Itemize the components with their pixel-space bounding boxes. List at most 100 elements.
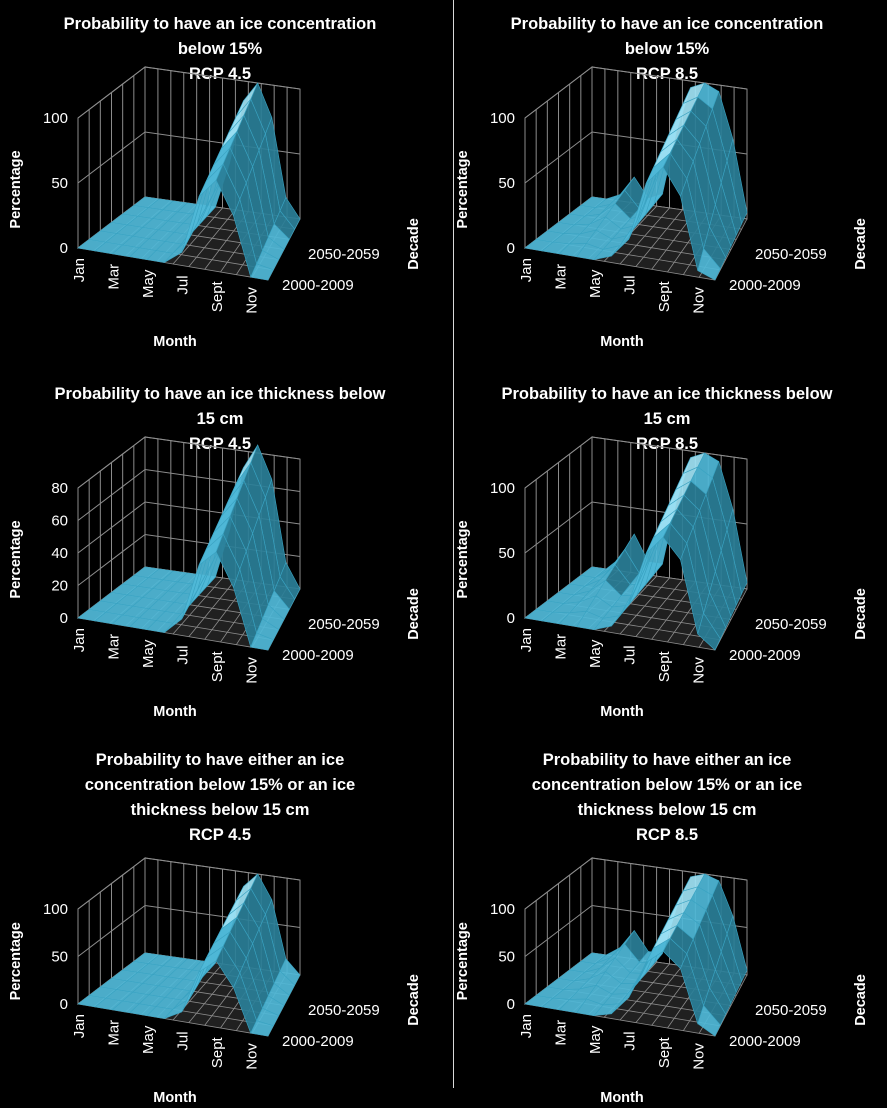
x-tick-label: May bbox=[140, 1025, 157, 1054]
surface-patch bbox=[250, 263, 274, 281]
z-tick-label: 2050-2059 bbox=[308, 1002, 380, 1019]
y-tick-label: 50 bbox=[498, 175, 515, 192]
z-tick-label: 2000-2009 bbox=[282, 277, 354, 294]
x-tick-label: Mar bbox=[106, 1020, 123, 1046]
surface-patch bbox=[697, 1005, 721, 1037]
x-tick-label: Mar bbox=[553, 264, 570, 290]
x-tick-label: Sept bbox=[209, 650, 226, 682]
z-tick-label: 2000-2009 bbox=[282, 1033, 354, 1050]
x-tick-label: Nov bbox=[244, 1043, 261, 1070]
x-tick-label: Jan bbox=[71, 1014, 88, 1038]
y-tick-label: 50 bbox=[498, 949, 515, 966]
y-tick-label: 50 bbox=[498, 545, 515, 562]
surface-patch bbox=[697, 612, 721, 651]
surface-chart: 0 50 100 Jan Mar May Jul Sept Nov 2050-2059 2000-2… bbox=[455, 65, 869, 350]
x-tick-label: Jan bbox=[71, 628, 88, 652]
surface bbox=[524, 873, 748, 1037]
x-tick-label: Jan bbox=[71, 258, 88, 282]
z-tick-label: 2000-2009 bbox=[282, 647, 354, 664]
chart-title-line: concentration below 15% or an ice bbox=[531, 776, 803, 794]
chart-title: Probability to have an ice concentration… bbox=[447, 12, 887, 87]
y-tick-label: 100 bbox=[490, 110, 515, 127]
chart-title: Probability to have either an ice concent… bbox=[0, 748, 440, 848]
x-tick-label: Mar bbox=[553, 1020, 570, 1046]
chart-title-line: RCP 8.5 bbox=[635, 826, 699, 844]
z-tick-label: 2000-2009 bbox=[729, 647, 801, 664]
x-tick-label: Nov bbox=[691, 1043, 708, 1070]
chart-title-line: Probability to have either an ice bbox=[542, 751, 792, 769]
chart-title-line: RCP 4.5 bbox=[188, 435, 252, 453]
x-axis-label: Month bbox=[600, 704, 643, 720]
horizontal-gridline bbox=[77, 436, 301, 489]
y-axis-label: Percentage bbox=[8, 922, 24, 1000]
x-tick-label: Jul bbox=[622, 1031, 639, 1050]
chart-title-line: thickness below 15 cm bbox=[130, 801, 310, 819]
y-axis-label: Percentage bbox=[8, 150, 24, 228]
z-tick-label: 2050-2059 bbox=[755, 1002, 827, 1019]
surface-chart: 0 50 100 Jan Mar May Jul Sept Nov 2050-2059 2000-2… bbox=[455, 435, 869, 720]
chart-title: Probability to have an ice thickness bel… bbox=[447, 382, 887, 457]
z-tick-label: 2050-2059 bbox=[308, 616, 380, 633]
surface-chart: 0 50 100 Jan Mar May Jul Sept Nov 2050-2059 2000-2… bbox=[8, 65, 422, 350]
x-tick-label: Sept bbox=[209, 1036, 226, 1068]
x-axis-label: Month bbox=[600, 334, 643, 350]
surface-chart: 0 50 100 Jan Mar May Jul Sept Nov 2050-2059 2000-2… bbox=[455, 856, 869, 1106]
chart-title-line: RCP 4.5 bbox=[188, 826, 252, 844]
z-axis-label: Decade bbox=[853, 218, 869, 270]
x-tick-label: Jan bbox=[518, 1014, 535, 1038]
x-axis-label: Month bbox=[600, 1090, 643, 1106]
chart-title-line: 15 cm bbox=[196, 410, 244, 428]
y-tick-label: 60 bbox=[51, 513, 68, 530]
x-tick-label: Sept bbox=[209, 280, 226, 312]
x-tick-label: Nov bbox=[691, 657, 708, 684]
y-tick-label: 80 bbox=[51, 480, 68, 497]
y-axis-label: Percentage bbox=[455, 520, 471, 598]
y-tick-label: 50 bbox=[51, 175, 68, 192]
horizontal-gridline bbox=[524, 857, 748, 910]
chart-panel: Probability to have an ice thickness bel… bbox=[447, 382, 887, 742]
surface-chart: 0 20 40 60 80 Jan Mar May Jul Sept Nov 2050-2059 200… bbox=[8, 435, 422, 720]
chart-panel: Probability to have an ice concentration… bbox=[0, 12, 440, 372]
chart-title: Probability to have either an ice concent… bbox=[447, 748, 887, 848]
x-tick-label: Mar bbox=[553, 634, 570, 660]
chart-title-line: RCP 8.5 bbox=[635, 65, 699, 83]
x-tick-label: Jan bbox=[518, 258, 535, 282]
y-tick-label: 0 bbox=[60, 996, 68, 1013]
z-tick-label: 2050-2059 bbox=[308, 246, 380, 263]
y-tick-label: 100 bbox=[490, 480, 515, 497]
y-tick-label: 100 bbox=[43, 110, 68, 127]
chart-title-line: RCP 4.5 bbox=[188, 65, 252, 83]
surface bbox=[77, 873, 301, 1037]
x-axis-label: Month bbox=[153, 1090, 196, 1106]
x-tick-label: Sept bbox=[656, 650, 673, 682]
y-axis-label: Percentage bbox=[8, 520, 24, 598]
chart-title-line: thickness below 15 cm bbox=[577, 801, 757, 819]
x-tick-label: Jan bbox=[518, 628, 535, 652]
z-axis-label: Decade bbox=[406, 588, 422, 640]
horizontal-gridline bbox=[524, 66, 748, 119]
y-tick-label: 0 bbox=[60, 610, 68, 627]
chart-title-line: Probability to have an ice thickness bel… bbox=[54, 385, 386, 403]
chart-title-line: below 15% bbox=[624, 40, 710, 58]
z-axis-label: Decade bbox=[406, 218, 422, 270]
y-tick-label: 20 bbox=[51, 578, 68, 595]
z-axis-label: Decade bbox=[853, 588, 869, 640]
surface-patch bbox=[697, 248, 721, 281]
x-tick-label: May bbox=[587, 269, 604, 298]
x-tick-label: Nov bbox=[691, 287, 708, 314]
y-tick-label: 100 bbox=[43, 901, 68, 918]
x-tick-label: May bbox=[587, 639, 604, 668]
chart-panel: Probability to have either an ice concent… bbox=[0, 748, 440, 1108]
chart-title-line: below 15% bbox=[177, 40, 263, 58]
chart-title-line: 15 cm bbox=[643, 410, 691, 428]
y-tick-label: 0 bbox=[507, 610, 515, 627]
x-tick-label: Sept bbox=[656, 280, 673, 312]
x-tick-label: Jul bbox=[622, 275, 639, 294]
surface-patch bbox=[250, 632, 274, 651]
z-tick-label: 2000-2009 bbox=[729, 1033, 801, 1050]
x-tick-label: Nov bbox=[244, 287, 261, 314]
horizontal-gridline bbox=[77, 857, 301, 910]
y-axis-label: Percentage bbox=[455, 922, 471, 1000]
chart-title: Probability to have an ice concentration… bbox=[0, 12, 440, 87]
surface-chart: 0 50 100 Jan Mar May Jul Sept Nov 2050-2059 2000-2… bbox=[8, 856, 422, 1106]
